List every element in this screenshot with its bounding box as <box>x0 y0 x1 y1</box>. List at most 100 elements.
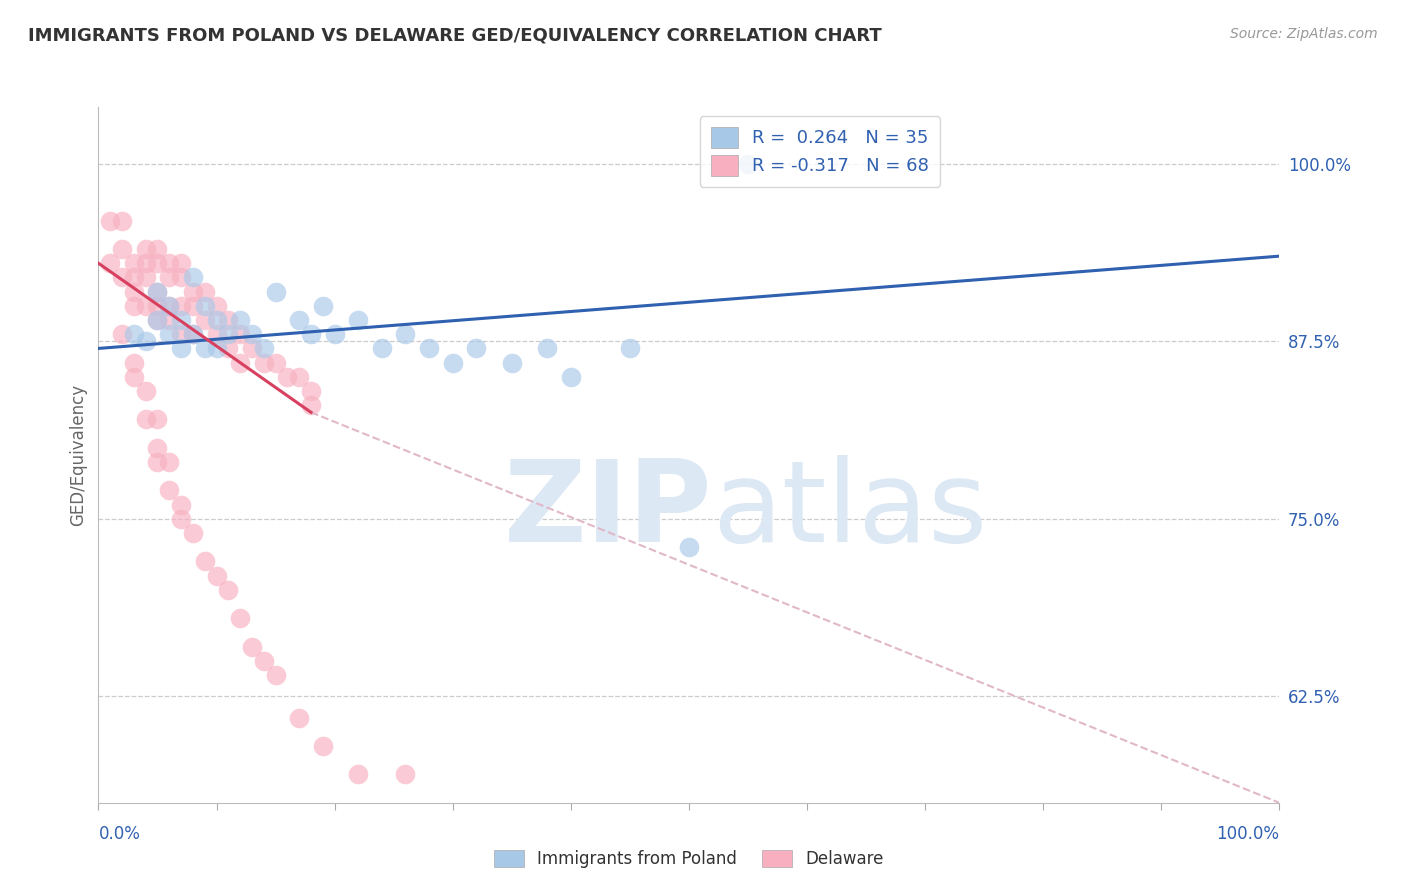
Point <box>170 270 193 285</box>
Point <box>157 327 180 342</box>
Point <box>299 398 322 412</box>
Point <box>170 342 193 356</box>
Point <box>181 299 204 313</box>
Y-axis label: GED/Equivalency: GED/Equivalency <box>69 384 87 526</box>
Point <box>157 270 180 285</box>
Point <box>229 356 252 370</box>
Point <box>312 739 335 753</box>
Point <box>312 299 335 313</box>
Point <box>229 327 252 342</box>
Point <box>111 242 134 256</box>
Point <box>465 342 488 356</box>
Point <box>157 299 180 313</box>
Point <box>264 356 287 370</box>
Point <box>194 285 217 299</box>
Point <box>205 313 228 327</box>
Point <box>276 369 298 384</box>
Point <box>619 342 641 356</box>
Point <box>170 256 193 270</box>
Point <box>347 313 370 327</box>
Point <box>157 313 180 327</box>
Point <box>194 313 217 327</box>
Point <box>146 299 169 313</box>
Text: 100.0%: 100.0% <box>1216 825 1279 843</box>
Point <box>146 455 169 469</box>
Point <box>240 342 263 356</box>
Point <box>146 313 169 327</box>
Point <box>536 342 558 356</box>
Point <box>205 568 228 582</box>
Point <box>135 256 157 270</box>
Text: 0.0%: 0.0% <box>98 825 141 843</box>
Point <box>253 356 276 370</box>
Point <box>441 356 464 370</box>
Point <box>122 270 145 285</box>
Point <box>170 512 193 526</box>
Point <box>146 285 169 299</box>
Point <box>146 256 169 270</box>
Point <box>157 455 180 469</box>
Point <box>181 285 204 299</box>
Point <box>122 256 145 270</box>
Point <box>181 327 204 342</box>
Point <box>240 327 263 342</box>
Text: atlas: atlas <box>713 455 988 566</box>
Point <box>170 498 193 512</box>
Text: ZIP: ZIP <box>505 455 713 566</box>
Point <box>146 285 169 299</box>
Point <box>111 327 134 342</box>
Point <box>111 270 134 285</box>
Point <box>288 710 311 724</box>
Point <box>288 313 311 327</box>
Point <box>135 334 157 349</box>
Point <box>194 554 217 568</box>
Point <box>135 299 157 313</box>
Point <box>264 285 287 299</box>
Point <box>146 412 169 426</box>
Point <box>122 356 145 370</box>
Point <box>135 412 157 426</box>
Point <box>157 483 180 498</box>
Point <box>418 342 440 356</box>
Point <box>170 313 193 327</box>
Point <box>181 327 204 342</box>
Point <box>501 356 523 370</box>
Point <box>288 369 311 384</box>
Point <box>394 767 416 781</box>
Point <box>299 327 322 342</box>
Point <box>394 327 416 342</box>
Legend: R =  0.264   N = 35, R = -0.317   N = 68: R = 0.264 N = 35, R = -0.317 N = 68 <box>700 116 939 186</box>
Point <box>205 327 228 342</box>
Point <box>205 299 228 313</box>
Point <box>194 342 217 356</box>
Point <box>135 384 157 398</box>
Point <box>229 313 252 327</box>
Point <box>253 654 276 668</box>
Point <box>560 369 582 384</box>
Point <box>111 213 134 227</box>
Point <box>323 327 346 342</box>
Point <box>170 327 193 342</box>
Point <box>194 299 217 313</box>
Point <box>217 342 239 356</box>
Point <box>146 242 169 256</box>
Point <box>122 299 145 313</box>
Point <box>146 313 169 327</box>
Point <box>347 767 370 781</box>
Point <box>181 526 204 541</box>
Point <box>157 299 180 313</box>
Point <box>146 441 169 455</box>
Point <box>135 270 157 285</box>
Point <box>240 640 263 654</box>
Point <box>217 327 239 342</box>
Text: Source: ZipAtlas.com: Source: ZipAtlas.com <box>1230 27 1378 41</box>
Point <box>98 256 121 270</box>
Point <box>170 299 193 313</box>
Point <box>122 285 145 299</box>
Point <box>264 668 287 682</box>
Point <box>371 342 394 356</box>
Point <box>737 157 759 171</box>
Point <box>122 369 145 384</box>
Point <box>122 327 145 342</box>
Point <box>181 270 204 285</box>
